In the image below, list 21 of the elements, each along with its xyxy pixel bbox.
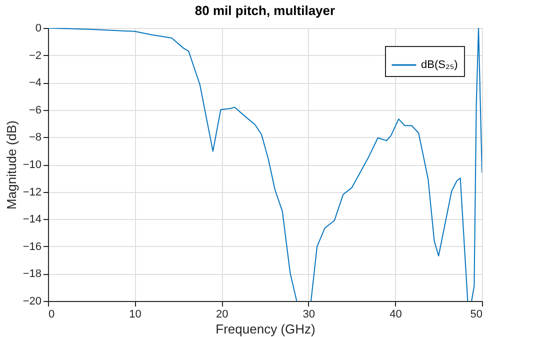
x-tick-label: 30 (302, 308, 316, 320)
y-tick-label: −2 (28, 50, 42, 62)
x-tick-label: 10 (129, 308, 142, 320)
y-tick-label: −18 (22, 268, 42, 280)
y-tick-label: 0 (35, 22, 42, 34)
x-tick-label: 50 (470, 308, 482, 320)
x-tick-label: 20 (216, 308, 228, 320)
chart-title: 80 mil pitch, multilayer (194, 3, 336, 18)
y-tick-label: −14 (22, 214, 42, 226)
y-tick-label: −4 (28, 77, 42, 90)
x-axis-title: Frequency (GHz) (216, 322, 316, 336)
y-tick-label: −12 (22, 186, 42, 198)
x-tick-label: 40 (390, 308, 402, 320)
legend-label: dB(S₂₅) (421, 59, 458, 71)
y-tick-label: −8 (28, 132, 42, 144)
y-axis-title: Magnitude (dB) (4, 120, 19, 210)
y-tick-label: −20 (22, 296, 42, 308)
y-tick-label: −10 (22, 159, 42, 171)
y-tick-label: −16 (22, 240, 42, 253)
y-tick-label: −6 (28, 104, 42, 116)
x-tick-label: 0 (48, 308, 55, 320)
